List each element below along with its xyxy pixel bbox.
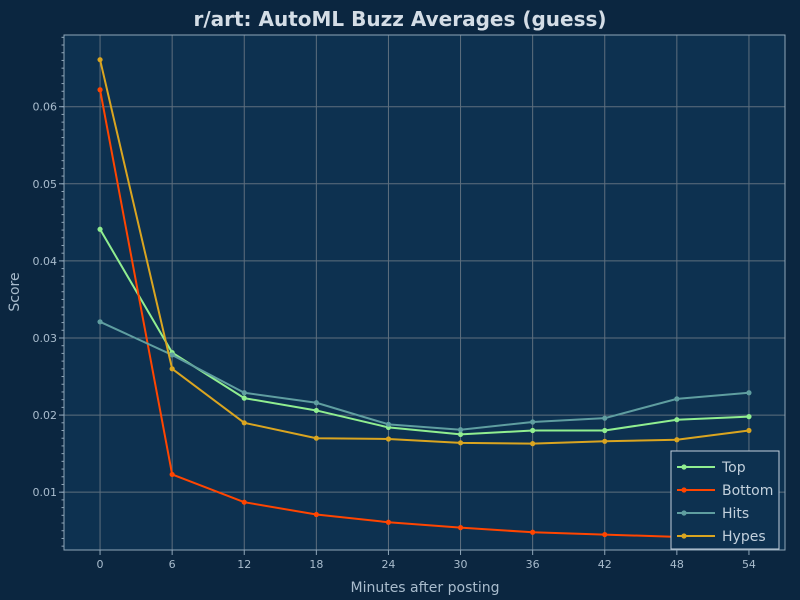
data-point-hits xyxy=(530,419,536,425)
x-tick-label: 54 xyxy=(742,558,756,571)
series-hypes xyxy=(97,57,752,447)
x-tick-label: 6 xyxy=(169,558,176,571)
data-point-top xyxy=(313,407,319,414)
x-axis-label: Minutes after posting xyxy=(350,580,499,596)
data-point-bottom xyxy=(530,529,536,535)
series-line-bottom xyxy=(99,89,749,539)
data-point-hypes xyxy=(313,435,319,441)
x-axis: 0 6 12 18 24 30 36 42 48 54 xyxy=(97,550,756,571)
data-point-top xyxy=(97,226,103,232)
data-point-top xyxy=(457,431,464,437)
data-point-hits xyxy=(385,421,392,427)
plot-border xyxy=(63,34,786,551)
data-point-hits xyxy=(602,415,608,421)
data-point-hypes xyxy=(97,57,103,63)
data-point-top xyxy=(674,417,680,423)
data-point-hits xyxy=(97,319,103,325)
data-point-bottom xyxy=(385,519,392,525)
data-point-hits xyxy=(674,396,680,402)
series-layer xyxy=(97,57,752,541)
legend-marker-top xyxy=(681,464,687,470)
y-tick-label: 0.02 xyxy=(33,409,58,422)
y-tick-label: 0.01 xyxy=(33,486,58,499)
series-hits xyxy=(97,319,752,433)
y-axis-label: Score xyxy=(7,272,23,311)
x-tick-label: 48 xyxy=(670,558,684,571)
series-line-hits xyxy=(99,320,750,431)
data-point-bottom xyxy=(313,511,319,518)
x-tick-label: 0 xyxy=(97,558,104,571)
y-tick-label: 0.06 xyxy=(33,101,58,114)
data-point-hits xyxy=(746,390,752,396)
x-tick-label: 30 xyxy=(454,558,468,571)
chart-title: r/art: AutoML Buzz Averages (guess) xyxy=(193,7,606,31)
legend-marker-hits xyxy=(681,510,687,516)
data-point-hypes xyxy=(385,436,392,442)
series-line-hypes xyxy=(99,59,750,445)
legend: Top Bottom Hits Hypes xyxy=(670,450,780,550)
series-line-top xyxy=(99,228,749,436)
data-point-top xyxy=(241,395,247,401)
data-point-hypes xyxy=(169,366,175,372)
legend-label-hypes: Hypes xyxy=(722,529,766,545)
legend-label-top: Top xyxy=(721,460,746,476)
data-point-hits xyxy=(241,390,247,396)
x-tick-label: 42 xyxy=(598,558,612,571)
legend-label-hits: Hits xyxy=(722,506,749,522)
data-point-bottom xyxy=(602,531,608,538)
x-tick-label: 36 xyxy=(526,558,540,571)
x-tick-label: 24 xyxy=(381,558,395,571)
data-point-hypes xyxy=(602,438,608,444)
data-point-top xyxy=(530,427,536,434)
data-point-bottom xyxy=(169,471,175,478)
x-tick-label: 18 xyxy=(309,558,323,571)
data-point-hypes xyxy=(457,440,464,446)
x-tick-label: 12 xyxy=(237,558,251,571)
data-point-hypes xyxy=(241,420,247,426)
legend-marker-bottom xyxy=(681,487,687,493)
legend-marker-hypes xyxy=(681,533,687,539)
data-point-hits xyxy=(169,352,175,358)
data-point-hypes xyxy=(530,441,536,447)
data-point-hypes xyxy=(746,427,752,434)
data-point-top xyxy=(602,427,608,434)
data-point-hypes xyxy=(674,437,680,443)
data-point-bottom xyxy=(457,525,464,531)
data-point-top xyxy=(746,414,752,420)
legend-label-bottom: Bottom xyxy=(722,483,773,499)
data-point-hits xyxy=(313,400,319,406)
plot-area xyxy=(64,35,785,550)
y-tick-label: 0.05 xyxy=(33,178,58,191)
y-axis: 0.01 0.02 0.03 0.04 0.05 0.06 xyxy=(33,36,64,547)
data-point-bottom xyxy=(97,87,103,93)
y-tick-label: 0.03 xyxy=(33,332,58,345)
data-point-bottom xyxy=(241,499,247,505)
y-tick-label: 0.04 xyxy=(33,255,58,268)
data-point-hits xyxy=(457,427,464,433)
